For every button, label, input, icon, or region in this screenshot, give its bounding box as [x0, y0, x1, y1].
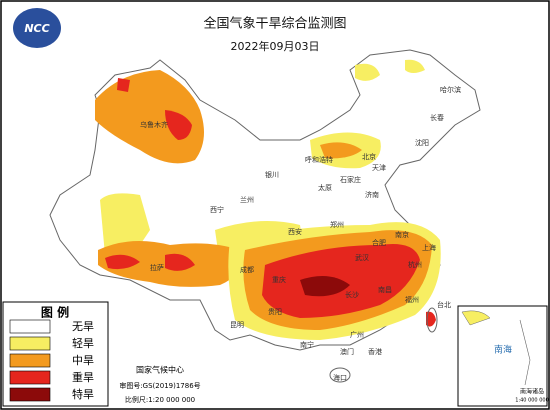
map-date: 2022年09月03日	[231, 39, 320, 53]
city-label: 兰州	[240, 195, 254, 204]
city-label: 重庆	[272, 275, 286, 284]
city-label: 石家庄	[340, 175, 361, 184]
city-label: 哈尔滨	[440, 85, 461, 94]
legend-swatch	[9, 370, 51, 385]
drought-area	[320, 142, 362, 159]
city-label: 南京	[395, 230, 409, 239]
city-label: 银川	[265, 170, 279, 179]
city-label: 乌鲁木齐	[140, 120, 168, 129]
drought-area	[165, 110, 192, 140]
city-labels: 乌鲁木齐 哈尔滨 长春 沈阳 北京 天津 石家庄 太原 济南 郑州 西安 兰州 …	[140, 85, 461, 382]
footer-scale: 比例尺:1:20 000 000	[125, 395, 195, 404]
city-label: 合肥	[372, 238, 386, 247]
inset-scale: 1:40 000 000	[515, 398, 549, 404]
drought-area	[300, 276, 350, 297]
hainan-island	[329, 367, 351, 383]
city-label: 济南	[365, 190, 379, 199]
legend-swatch	[9, 336, 51, 351]
city-label: 拉萨	[150, 263, 164, 272]
city-label: 澳门	[340, 347, 354, 356]
legend-label: 特旱	[72, 387, 94, 401]
legend-label: 轻旱	[72, 336, 94, 350]
city-label: 广州	[350, 330, 364, 339]
city-label: 长沙	[345, 290, 359, 299]
drought-area	[426, 311, 436, 327]
map-title: 全国气象干旱综合监测图	[203, 16, 346, 32]
drought-area	[165, 253, 195, 271]
legend-title: 图 例	[41, 305, 69, 320]
city-label: 长春	[430, 113, 444, 122]
city-label: 台北	[437, 300, 451, 309]
inset: 南海 南海诸岛 1:40 000 000	[457, 305, 549, 407]
city-label: 成都	[240, 265, 254, 274]
inset-caption: 南海诸岛	[520, 388, 544, 396]
city-label: 福州	[405, 295, 419, 304]
city-label: 西宁	[210, 205, 224, 214]
inset-coast	[461, 310, 491, 326]
city-label: 南宁	[300, 340, 314, 349]
city-label: 香港	[368, 347, 382, 356]
drought-area	[105, 254, 140, 270]
legend-swatch	[9, 387, 51, 402]
drought-areas	[95, 59, 441, 340]
footer-approval: 审图号:GS(2019)1786号	[119, 381, 200, 390]
footer-agency: 国家气候中心	[136, 365, 184, 375]
drought-area	[355, 63, 380, 81]
legend-label: 重旱	[72, 370, 94, 384]
logo-badge	[13, 8, 61, 48]
inset-islands	[519, 319, 531, 386]
city-label: 海口	[333, 373, 347, 382]
legend-swatch	[9, 353, 51, 368]
city-label: 杭州	[408, 260, 422, 269]
city-label: 郑州	[330, 221, 344, 229]
legend-swatch	[9, 319, 51, 334]
taiwan-island	[426, 307, 438, 333]
drought-area	[95, 70, 204, 164]
logo-text: NCC	[24, 22, 49, 35]
city-label: 沈阳	[415, 138, 429, 147]
city-label: 上海	[422, 243, 436, 252]
city-label: 太原	[318, 183, 332, 192]
inset-label: 南海	[494, 344, 512, 356]
city-label: 武汉	[355, 253, 369, 262]
drought-area	[405, 59, 425, 73]
city-label: 北京	[362, 152, 376, 161]
legend-label: 中旱	[72, 354, 94, 367]
drought-area	[117, 78, 130, 92]
city-label: 南昌	[378, 285, 392, 294]
city-label: 西安	[288, 227, 302, 236]
city-label: 天津	[372, 164, 386, 172]
city-label: 贵阳	[268, 307, 282, 316]
city-label: 昆明	[230, 321, 244, 329]
legend-label: 无旱	[72, 320, 94, 333]
city-label: 呼和浩特	[305, 155, 333, 164]
logo: NCC	[13, 8, 61, 48]
